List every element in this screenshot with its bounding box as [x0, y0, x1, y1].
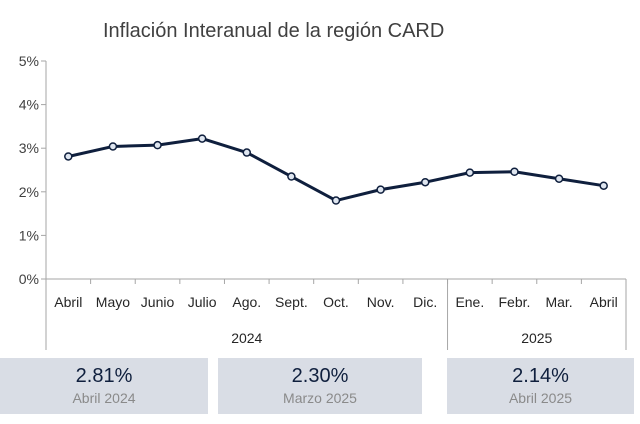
inflation-chart: Inflación Interanual de la región CARD 0…: [19, 20, 627, 350]
summary-card-3: 2.14% Abril 2025: [447, 358, 634, 414]
y-axis: 0% 1% 2% 3% 4% 5%: [19, 53, 47, 287]
series-path: [67, 137, 604, 203]
data-point: [108, 142, 118, 151]
x-tick-label: Ene.: [455, 294, 484, 310]
data-point: [64, 152, 73, 161]
summary-label: Marzo 2025: [283, 390, 357, 406]
summary-label: Abril 2024: [72, 390, 136, 406]
series-markers: [64, 134, 608, 205]
data-point: [599, 181, 608, 190]
x-tick-label: Febr.: [499, 294, 531, 310]
data-point: [420, 177, 430, 187]
x-group-label: 2024: [231, 330, 262, 346]
data-point: [554, 174, 564, 183]
summary-value: 2.14%: [512, 365, 569, 387]
summary-value: 2.81%: [75, 365, 133, 387]
y-tick-label: 1%: [19, 227, 39, 243]
summary-label: Abril 2025: [508, 390, 573, 406]
summary-value: 2.30%: [291, 365, 349, 387]
y-tick-label: 4%: [19, 97, 39, 113]
x-tick-label: Ago.: [232, 294, 261, 310]
y-tick-label: 2%: [19, 184, 39, 200]
y-tick-label: 0%: [19, 271, 39, 287]
x-tick-label: Mar.: [545, 294, 572, 310]
data-point: [331, 196, 341, 205]
data-point: [197, 134, 207, 143]
x-tick-label: Oct.: [323, 294, 349, 310]
summary-card-2: 2.30% Marzo 2025: [218, 358, 422, 414]
chart-title: Inflación Interanual de la región CARD: [103, 20, 444, 42]
x-group-label: 2025: [521, 330, 552, 346]
data-point: [153, 140, 162, 150]
summary-card-1: 2.81% Abril 2024: [0, 358, 208, 414]
data-point: [242, 148, 252, 157]
y-tick-label: 5%: [19, 53, 39, 69]
data-point: [287, 172, 296, 181]
x-tick-label: Dic.: [413, 294, 437, 310]
x-tick-label: Mayo: [96, 294, 130, 310]
data-point: [510, 167, 519, 176]
series-line: [67, 137, 604, 203]
x-tick-label: Junio: [141, 294, 175, 310]
x-tick-label: Abril: [54, 294, 82, 310]
x-tick-label: Julio: [188, 294, 217, 310]
x-tick-label: Sept.: [275, 294, 308, 310]
x-axis: Abril Mayo Junio Julio Ago. Sept. Oct. Nov. Dic.…: [45, 278, 627, 350]
x-tick-label: Abril: [590, 294, 618, 310]
y-tick-label: 3%: [19, 140, 39, 156]
data-point: [376, 185, 385, 194]
x-tick-label: Nov.: [367, 294, 395, 310]
data-point: [465, 168, 475, 177]
